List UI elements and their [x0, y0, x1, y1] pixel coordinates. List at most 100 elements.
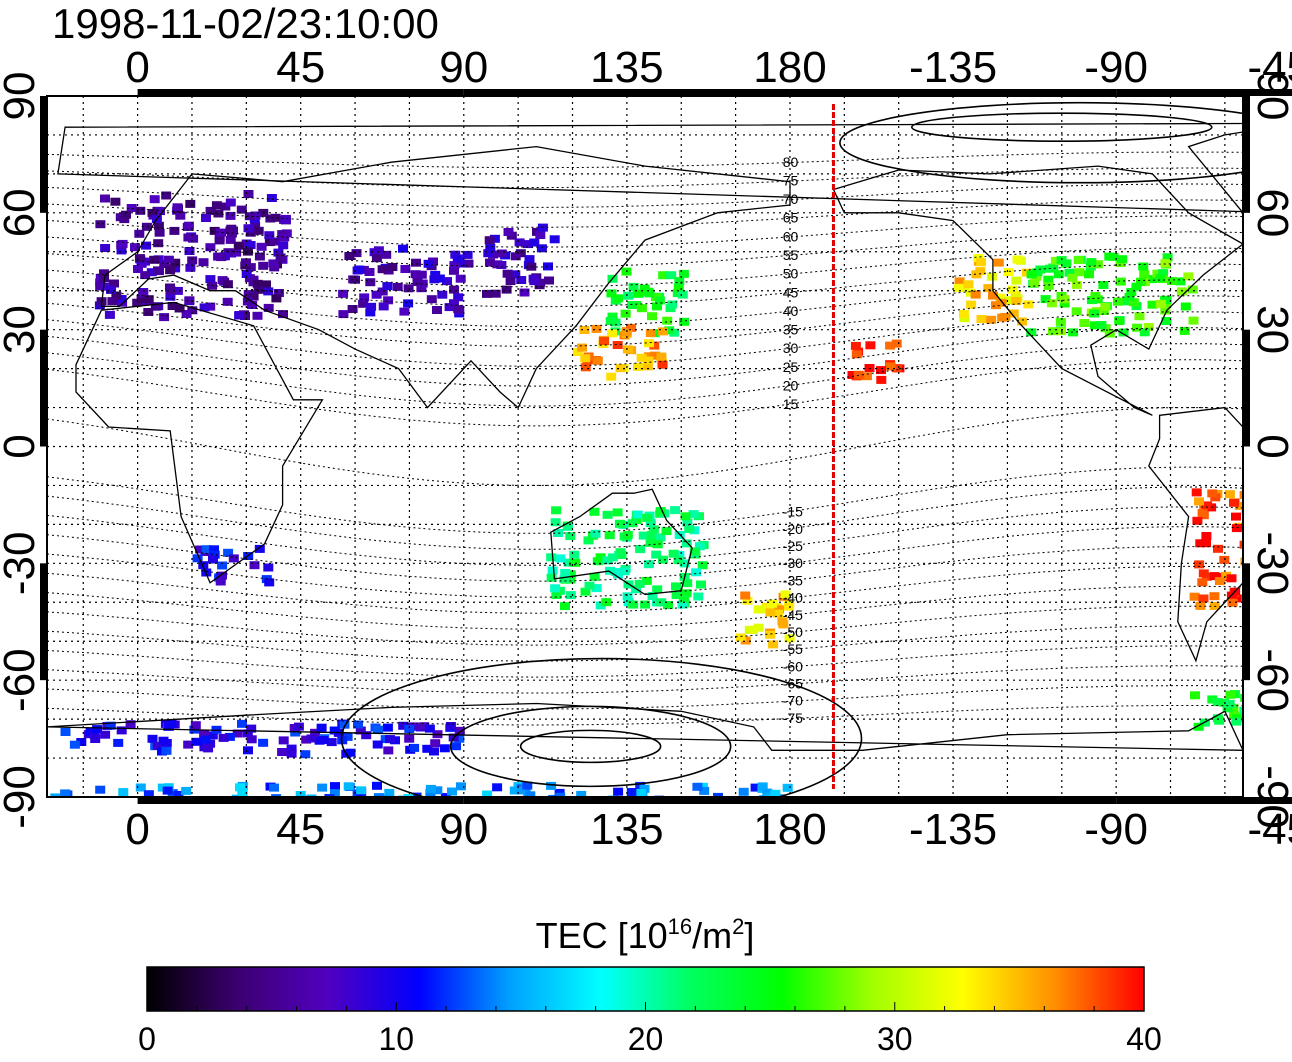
tec-cell	[287, 750, 297, 758]
tec-cell	[226, 199, 236, 207]
tec-cell	[1109, 253, 1119, 261]
tec-cell	[565, 532, 575, 540]
tec-cell	[243, 746, 253, 754]
magnetic-latitude-label: 65	[783, 210, 799, 226]
tec-cell	[678, 291, 688, 299]
tec-cell	[425, 725, 435, 733]
tec-cell	[372, 782, 382, 790]
tec-cell	[223, 298, 233, 306]
tec-cell	[643, 357, 653, 365]
tec-cell	[1190, 691, 1200, 699]
tec-cell	[1155, 274, 1165, 282]
tec-cell	[181, 787, 191, 795]
tec-cell	[623, 292, 633, 300]
tec-cell	[61, 728, 71, 736]
tec-cell	[1226, 691, 1236, 699]
tec-cell	[1279, 488, 1289, 496]
tec-cell	[153, 266, 163, 274]
oval-contour	[521, 730, 661, 762]
tec-cell	[1240, 491, 1250, 499]
tec-cell	[229, 554, 239, 562]
tec-cell	[698, 561, 708, 569]
tec-cell	[318, 736, 328, 744]
tec-cell	[606, 317, 616, 325]
tec-cell	[95, 220, 105, 228]
tec-cell	[1198, 509, 1208, 517]
tec-cell	[623, 531, 633, 539]
tec-cell	[100, 731, 110, 739]
tec-cell	[1084, 270, 1094, 278]
tec-cell	[159, 737, 169, 745]
tec-cell	[679, 318, 689, 326]
tec-cell	[1072, 307, 1082, 315]
tec-cell	[543, 262, 553, 270]
tec-cell	[1229, 499, 1239, 507]
tec-cell	[446, 722, 456, 730]
tec-cell	[432, 306, 442, 314]
left-latitude-label: -30	[0, 532, 44, 596]
tec-cell	[1086, 258, 1096, 266]
magnetic-latitude-label: 55	[783, 247, 799, 263]
tec-cell	[1276, 509, 1286, 517]
tec-cell	[378, 265, 388, 273]
tec-cell	[383, 724, 393, 732]
tec-cell	[485, 236, 495, 244]
magnetic-latitude-line	[47, 408, 1243, 486]
tec-cell	[294, 723, 304, 731]
magnetic-latitude-label: 60	[783, 228, 799, 244]
tec-cell	[1188, 286, 1198, 294]
tec-cell	[1116, 278, 1126, 286]
tec-cell	[997, 314, 1007, 322]
tec-cell	[560, 602, 570, 610]
magnetic-latitude-label: -55	[783, 641, 803, 657]
tec-cell	[165, 266, 175, 274]
magnetic-latitude-label: -25	[783, 538, 803, 554]
tec-cell	[184, 296, 194, 304]
tec-cell	[237, 720, 247, 728]
tec-cell	[366, 303, 376, 311]
tec-cell	[851, 342, 861, 350]
tec-cell	[95, 786, 105, 794]
top-longitude-label: -135	[909, 43, 997, 92]
top-longitude-label: 45	[276, 43, 325, 92]
tec-cell	[247, 735, 257, 743]
tec-cell	[606, 373, 616, 381]
colorbar-tick-label: 20	[628, 1021, 664, 1057]
tec-cell	[278, 241, 288, 249]
tec-cell	[1274, 514, 1284, 522]
tec-cell	[605, 531, 615, 539]
tec-cell	[317, 784, 327, 792]
magnetic-latitude-label: -35	[783, 572, 803, 588]
tec-cell	[621, 310, 631, 318]
tec-cell	[1201, 532, 1211, 540]
tec-cell	[1199, 595, 1209, 603]
top-longitude-label: 135	[590, 43, 663, 92]
tec-cell	[1194, 497, 1204, 505]
tec-cell	[169, 227, 179, 235]
tec-cell	[679, 270, 689, 278]
tec-cell	[429, 275, 439, 283]
tec-cell	[244, 190, 254, 198]
tec-cell	[1113, 298, 1123, 306]
tec-cell	[1183, 272, 1193, 280]
tec-cell	[976, 258, 986, 266]
magnetic-latitude-label: -20	[783, 521, 803, 537]
tec-cell	[411, 259, 421, 267]
tec-cell	[385, 735, 395, 743]
tec-cell	[373, 741, 383, 749]
tec-cell	[409, 744, 419, 752]
tec-cell	[765, 609, 775, 617]
bottom-longitude-label: 45	[276, 805, 325, 854]
tec-cell	[633, 363, 643, 371]
tec-cell	[1126, 288, 1136, 296]
tec-cell	[373, 726, 383, 734]
tec-cell	[1189, 317, 1199, 325]
tec-cell	[1199, 569, 1209, 577]
tec-cell	[693, 593, 703, 601]
tec-cell	[372, 254, 382, 262]
tec-cell	[250, 561, 260, 569]
tec-cell	[662, 527, 672, 535]
tec-cell	[356, 786, 366, 794]
tec-cell	[1277, 504, 1287, 512]
tec-cell	[599, 337, 609, 345]
